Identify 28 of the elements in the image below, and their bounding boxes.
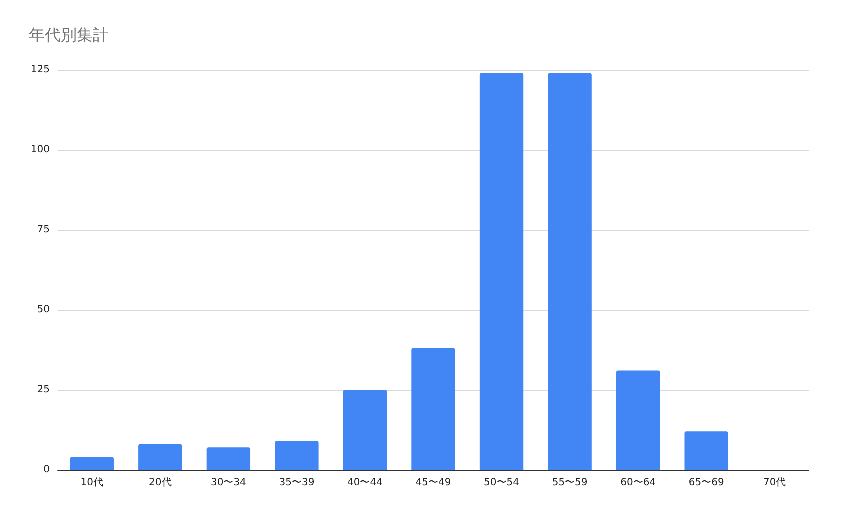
bar — [616, 370, 660, 470]
x-tick-label: 45〜49 — [416, 478, 452, 488]
x-tick-label: 40〜44 — [348, 478, 383, 488]
bar — [343, 390, 388, 470]
bar — [275, 441, 319, 470]
bar — [684, 432, 728, 470]
bar — [480, 73, 524, 470]
x-tick-label: 50〜54 — [484, 478, 520, 488]
chart-title: 年代別集計 — [29, 26, 109, 44]
bar — [548, 73, 592, 470]
y-tick-label: 125 — [30, 64, 50, 76]
bar — [206, 448, 251, 470]
x-tick-label: 35〜39 — [279, 478, 315, 488]
y-tick-label: 0 — [44, 464, 50, 476]
y-tick-label: 75 — [37, 224, 50, 236]
x-tick-label: 70代 — [763, 478, 786, 488]
bar — [412, 348, 456, 470]
x-tick-label: 30〜34 — [210, 478, 246, 488]
x-tick-label: 60〜64 — [620, 478, 656, 488]
x-tick-label: 10代 — [80, 478, 104, 488]
x-tick-label: 65〜69 — [688, 478, 724, 488]
x-tick-label: 20代 — [149, 478, 172, 488]
bar — [138, 444, 182, 470]
bar — [70, 457, 114, 470]
y-tick-label: 100 — [30, 144, 50, 156]
x-tick-label: 55〜59 — [552, 478, 588, 488]
y-tick-label: 50 — [37, 304, 50, 316]
y-tick-label: 25 — [37, 384, 50, 396]
